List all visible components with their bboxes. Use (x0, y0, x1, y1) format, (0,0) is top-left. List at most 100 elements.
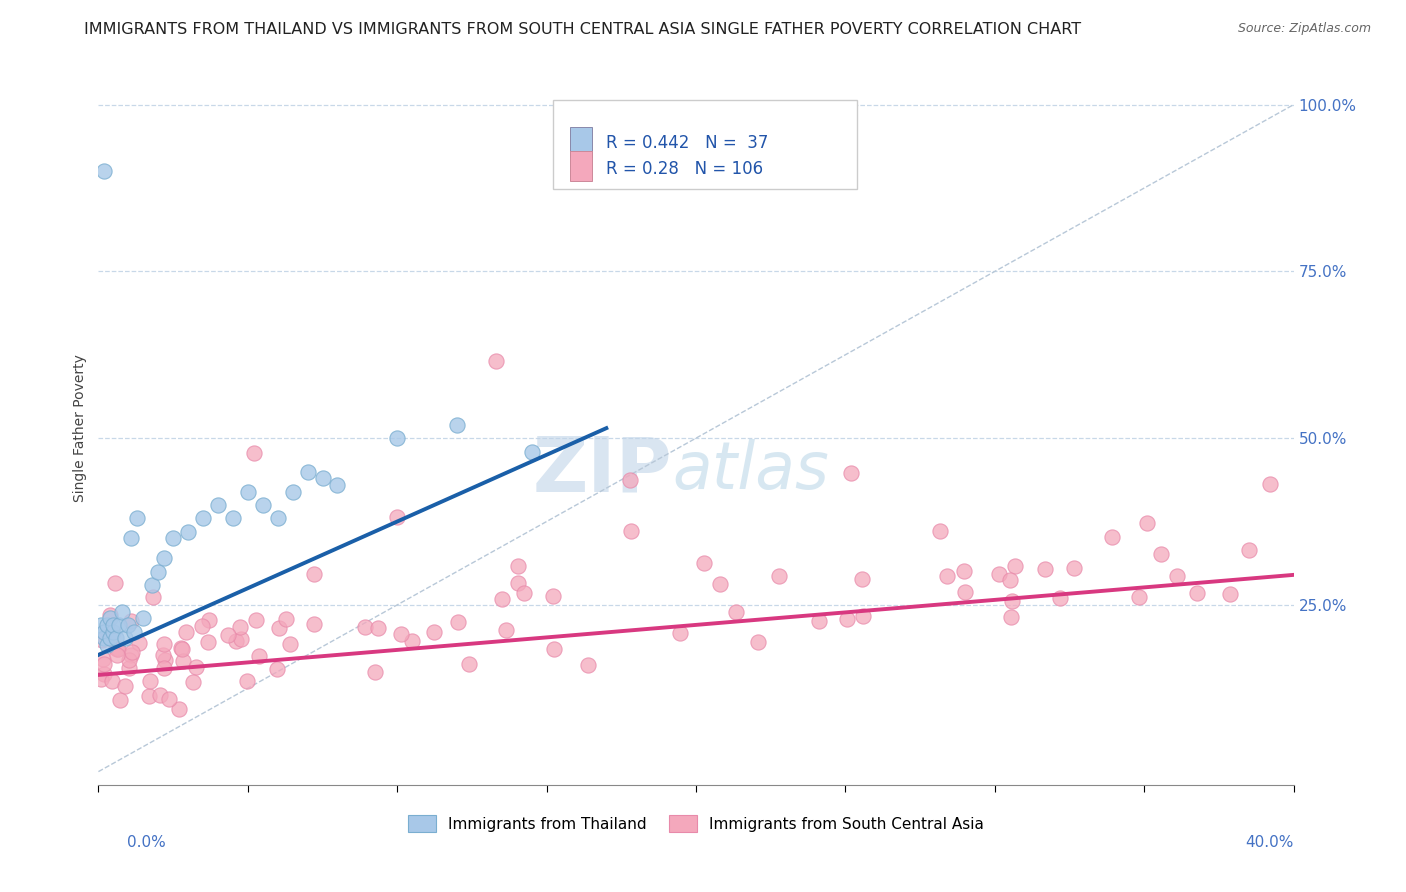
Point (281, 484, 304, 499)
Point (153, 551, 176, 566)
Point (108, 693, 131, 707)
Point (236, 484, 259, 499)
Point (141, 578, 163, 592)
Point (118, 653, 141, 667)
Bar (571, 127, 592, 157)
Point (191, 511, 214, 525)
Point (225, 634, 247, 648)
Text: 40.0%: 40.0% (1246, 836, 1294, 850)
Point (354, 619, 377, 633)
Point (485, 354, 508, 368)
Point (541, 589, 564, 603)
Point (669, 626, 692, 640)
Point (620, 524, 643, 539)
Point (117, 618, 139, 632)
Point (841, 466, 863, 480)
Point (513, 586, 536, 600)
Point (118, 661, 141, 675)
Point (953, 564, 976, 578)
Point (114, 679, 136, 693)
Point (953, 585, 976, 599)
Point (148, 565, 170, 579)
Point (364, 665, 387, 679)
Point (576, 657, 599, 672)
FancyBboxPatch shape (553, 100, 858, 189)
Point (184, 660, 207, 674)
Text: R = 0.442   N =  37: R = 0.442 N = 37 (606, 134, 769, 152)
Point (1136, 516, 1159, 530)
Point (389, 626, 412, 640)
Point (385, 431, 409, 445)
Point (1063, 560, 1085, 574)
Point (247, 649, 270, 664)
Text: atlas: atlas (672, 439, 828, 503)
Point (709, 577, 731, 591)
Point (222, 511, 245, 525)
Point (172, 642, 194, 657)
Point (401, 634, 423, 648)
Point (280, 637, 302, 651)
Legend: Immigrants from Thailand, Immigrants from South Central Asia: Immigrants from Thailand, Immigrants fro… (402, 809, 990, 838)
Point (98, 608, 121, 623)
Point (121, 645, 143, 659)
Point (229, 619, 252, 633)
Point (1150, 547, 1173, 561)
Point (157, 691, 180, 706)
Point (181, 675, 204, 690)
Point (311, 471, 333, 485)
Point (142, 590, 165, 604)
Point (988, 566, 1011, 581)
Point (302, 617, 325, 632)
Point (153, 652, 176, 666)
Text: R = 0.28   N = 106: R = 0.28 N = 106 (606, 161, 763, 178)
Text: 0.0%: 0.0% (127, 836, 166, 850)
Point (520, 444, 543, 458)
Point (267, 511, 290, 525)
Point (506, 576, 529, 591)
Point (101, 674, 124, 689)
Point (447, 615, 470, 630)
Point (495, 624, 517, 638)
Point (105, 641, 128, 656)
Point (167, 702, 190, 716)
Point (90, 672, 112, 686)
Point (103, 624, 125, 639)
Point (128, 635, 150, 649)
Point (243, 446, 266, 460)
Text: IMMIGRANTS FROM THAILAND VS IMMIGRANTS FROM SOUTH CENTRAL ASIA SINGLE FATHER POV: IMMIGRANTS FROM THAILAND VS IMMIGRANTS F… (84, 22, 1081, 37)
Point (197, 613, 219, 627)
Point (1049, 591, 1071, 606)
Point (93, 632, 115, 646)
Point (108, 618, 131, 632)
Point (543, 641, 565, 656)
Point (1166, 569, 1188, 583)
Point (149, 688, 172, 702)
Point (1185, 585, 1208, 599)
Point (267, 621, 290, 635)
Point (153, 637, 176, 651)
Point (245, 614, 267, 628)
Point (1258, 476, 1281, 491)
Point (1004, 559, 1026, 574)
Point (423, 625, 446, 640)
Point (162, 531, 184, 545)
Point (1101, 531, 1123, 545)
Point (104, 575, 127, 590)
Point (852, 609, 875, 624)
Point (90, 618, 112, 632)
Point (152, 648, 174, 662)
Point (935, 569, 957, 583)
Point (174, 625, 197, 640)
Point (1219, 587, 1241, 601)
Point (93, 164, 115, 178)
Point (619, 473, 641, 487)
Point (851, 572, 873, 586)
Point (1128, 590, 1150, 604)
Point (506, 558, 529, 573)
Point (107, 641, 129, 656)
Point (96, 618, 118, 632)
Point (120, 648, 142, 663)
Point (91, 651, 114, 665)
Point (105, 632, 128, 646)
Point (217, 628, 239, 642)
